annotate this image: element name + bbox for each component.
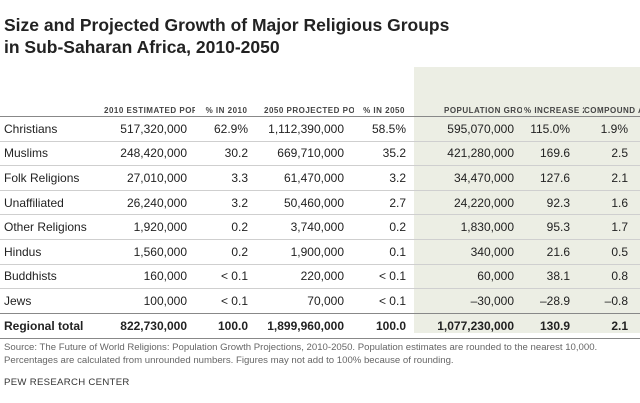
cell-population-growth: 1,830,000: [414, 214, 522, 240]
cell-pct-2010: 3.3: [195, 165, 258, 191]
row-group-name: Folk Religions: [0, 165, 98, 191]
cell-pct-increase: 38.1: [522, 263, 584, 289]
cell-2010-population: 248,420,000: [98, 140, 195, 166]
cell-population-growth: –30,000: [414, 288, 522, 314]
cell-2010-population: 100,000: [98, 288, 195, 314]
cell-pct-2010: 30.2: [195, 140, 258, 166]
cell-pct-increase: 127.6: [522, 165, 584, 191]
cell-population-growth: 34,470,000: [414, 165, 522, 191]
cell-pct-2050: < 0.1: [354, 263, 414, 289]
cell-2010-population: 1,920,000: [98, 214, 195, 240]
row-group-name: Hindus: [0, 238, 98, 265]
cell-population-growth: 60,000: [414, 263, 522, 289]
table-row: Christians 517,320,000 62.9% 1,112,390,0…: [0, 116, 640, 142]
total-pct-2050: 100.0: [354, 312, 414, 339]
cell-pct-2050: 2.7: [354, 189, 414, 215]
cell-growth-rate: 0.8: [584, 263, 640, 289]
total-population-growth: 1,077,230,000: [414, 312, 522, 339]
cell-2050-population: 1,112,390,000: [258, 116, 354, 142]
cell-pct-2010: 62.9%: [195, 116, 258, 142]
table-row: Unaffiliated 26,240,000 3.2 50,460,000 2…: [0, 189, 640, 215]
cell-growth-rate: 1.6: [584, 189, 640, 215]
cell-pct-2010: < 0.1: [195, 288, 258, 314]
row-group-name: Buddhists: [0, 263, 98, 289]
table-row: Other Religions 1,920,000 0.2 3,740,000 …: [0, 214, 640, 240]
table-row: Muslims 248,420,000 30.2 669,710,000 35.…: [0, 140, 640, 166]
cell-pct-2050: < 0.1: [354, 288, 414, 314]
organization-credit: PEW RESEARCH CENTER: [4, 377, 130, 388]
cell-growth-rate: 2.1: [584, 165, 640, 191]
row-group-name: Muslims: [0, 140, 98, 166]
cell-pct-2050: 3.2: [354, 165, 414, 191]
total-pct-increase: 130.9: [522, 312, 584, 339]
cell-growth-rate: 1.9%: [584, 116, 640, 142]
cell-pct-2010: 3.2: [195, 189, 258, 215]
cell-pct-increase: 21.6: [522, 238, 584, 265]
header-growth-rate: COMPOUND ANNUAL GROWTH RATE (%): [584, 106, 640, 115]
header-row: 2010 ESTIMATED POPULATION % IN 2010 2050…: [0, 67, 640, 117]
cell-population-growth: 595,070,000: [414, 116, 522, 142]
row-group-name: Other Religions: [0, 214, 98, 240]
header-population-growth: POPULATION GROWTH 2010-2050: [444, 106, 522, 115]
title-line-2: in Sub-Saharan Africa, 2010-2050: [4, 37, 280, 57]
cell-2050-population: 669,710,000: [258, 140, 354, 166]
cell-growth-rate: 2.5: [584, 140, 640, 166]
cell-pct-2050: 58.5%: [354, 116, 414, 142]
total-growth-rate: 2.1: [584, 312, 640, 339]
cell-population-growth: 24,220,000: [414, 189, 522, 215]
table-row: Folk Religions 27,010,000 3.3 61,470,000…: [0, 165, 640, 191]
cell-pct-increase: 95.3: [522, 214, 584, 240]
cell-pct-2010: 0.2: [195, 238, 258, 265]
source-note: Source: The Future of World Religions: P…: [4, 342, 598, 366]
table-row: Hindus 1,560,000 0.2 1,900,000 0.1 340,0…: [0, 238, 640, 265]
total-row: Regional total 822,730,000 100.0 1,899,9…: [0, 312, 640, 339]
row-group-name: Jews: [0, 288, 98, 314]
cell-2010-population: 160,000: [98, 263, 195, 289]
page-title: Size and Projected Growth of Major Relig…: [4, 14, 604, 58]
cell-2050-population: 3,740,000: [258, 214, 354, 240]
cell-2010-population: 26,240,000: [98, 189, 195, 215]
header-2010-population: 2010 ESTIMATED POPULATION: [104, 106, 195, 115]
cell-pct-2010: < 0.1: [195, 263, 258, 289]
total-label: Regional total: [0, 312, 98, 339]
cell-growth-rate: 1.7: [584, 214, 640, 240]
header-pct-increase: % INCREASE 2010-2050: [524, 106, 584, 115]
cell-2050-population: 70,000: [258, 288, 354, 314]
cell-2010-population: 27,010,000: [98, 165, 195, 191]
cell-2010-population: 517,320,000: [98, 116, 195, 142]
table-row: Jews 100,000 < 0.1 70,000 < 0.1 –30,000 …: [0, 288, 640, 314]
cell-pct-increase: 169.6: [522, 140, 584, 166]
cell-population-growth: 340,000: [414, 238, 522, 265]
cell-pct-increase: 92.3: [522, 189, 584, 215]
row-group-name: Unaffiliated: [0, 189, 98, 215]
cell-population-growth: 421,280,000: [414, 140, 522, 166]
title-line-1: Size and Projected Growth of Major Relig…: [4, 15, 450, 35]
cell-2050-population: 220,000: [258, 263, 354, 289]
religion-table: 2010 ESTIMATED POPULATION % IN 2010 2050…: [0, 67, 640, 339]
cell-pct-2050: 35.2: [354, 140, 414, 166]
header-group: [0, 67, 98, 117]
total-pct-2010: 100.0: [195, 312, 258, 339]
cell-pct-2050: 0.1: [354, 238, 414, 265]
total-2050-population: 1,899,960,000: [258, 312, 354, 339]
cell-pct-increase: –28.9: [522, 288, 584, 314]
cell-2010-population: 1,560,000: [98, 238, 195, 265]
total-2010-population: 822,730,000: [98, 312, 195, 339]
row-group-name: Christians: [0, 116, 98, 142]
cell-2050-population: 50,460,000: [258, 189, 354, 215]
cell-pct-2010: 0.2: [195, 214, 258, 240]
cell-growth-rate: 0.5: [584, 238, 640, 265]
cell-pct-increase: 115.0%: [522, 116, 584, 142]
header-2050-population: 2050 PROJECTED POPULATION: [264, 106, 354, 115]
cell-growth-rate: –0.8: [584, 288, 640, 314]
table-row: Buddhists 160,000 < 0.1 220,000 < 0.1 60…: [0, 263, 640, 289]
header-pct-2050: % IN 2050: [363, 106, 405, 115]
cell-2050-population: 61,470,000: [258, 165, 354, 191]
header-pct-2010: % IN 2010: [205, 106, 248, 115]
cell-pct-2050: 0.2: [354, 214, 414, 240]
cell-2050-population: 1,900,000: [258, 238, 354, 265]
